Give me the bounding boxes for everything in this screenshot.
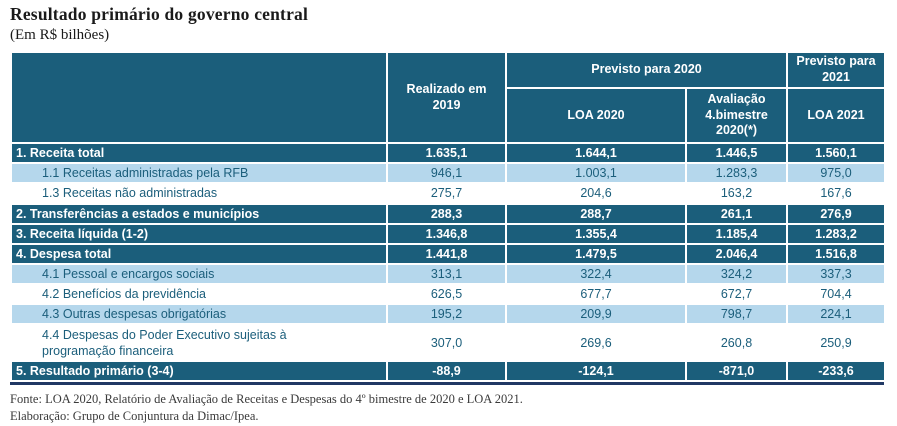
value-cell: 288,3 bbox=[386, 202, 507, 225]
value-cell: 204,6 bbox=[505, 182, 687, 205]
value-cell: 276,9 bbox=[786, 202, 886, 225]
page-subtitle: (Em R$ bilhões) bbox=[10, 27, 110, 43]
table-row-receitas-rfb: 1.1 Receitas administradas pela RFB 946,… bbox=[10, 161, 886, 185]
value-cell: 288,7 bbox=[505, 202, 687, 225]
table-row-despesas-executivo: 4.4 Despesas do Poder Executivo sujeitas… bbox=[10, 323, 886, 363]
table-bottom-rule bbox=[10, 382, 884, 386]
row-label-cell: 5. Resultado primário (3-4) bbox=[10, 360, 388, 383]
corner-cell bbox=[10, 51, 388, 144]
table-body: 1. Receita total 1.635,1 1.644,1 1.446,5… bbox=[10, 142, 886, 383]
table-row-receitas-nao-adm: 1.3 Receitas não administradas 275,7 204… bbox=[10, 182, 886, 205]
row-label-cell: 4.4 Despesas do Poder Executivo sujeitas… bbox=[10, 323, 388, 363]
value-cell: -88,9 bbox=[386, 360, 507, 383]
row-label-cell: 3. Receita líquida (1-2) bbox=[10, 222, 388, 245]
row-label-cell: 1.3 Receitas não administradas bbox=[10, 182, 388, 205]
row-label-cell: 4. Despesa total bbox=[10, 242, 388, 265]
value-cell: 260,8 bbox=[685, 323, 788, 363]
value-cell: 1.516,8 bbox=[786, 242, 886, 265]
row-label-text: 1.1 Receitas administradas pela RFB bbox=[42, 166, 249, 180]
row-label-text: 4.1 Pessoal e encargos sociais bbox=[42, 266, 215, 281]
row-label-cell: 4.1 Pessoal e encargos sociais bbox=[10, 262, 388, 285]
source-note: Fonte: LOA 2020, Relatório de Avaliação … bbox=[10, 392, 523, 407]
value-cell: 224,1 bbox=[786, 302, 886, 326]
table-row-beneficios-previdencia: 4.2 Benefícios da previdência 626,5 677,… bbox=[10, 282, 886, 306]
table-row-resultado-primario: 5. Resultado primário (3-4) -88,9 -124,1… bbox=[10, 360, 886, 383]
row-label-text: 4.4 Despesas do Poder Executivo sujeitas… bbox=[42, 327, 287, 358]
value-cell: 275,7 bbox=[386, 182, 507, 205]
table-header: Realizado em 2019 Previsto para 2020 Pre… bbox=[10, 51, 886, 144]
col-group-previsto-2021: Previsto para 2021 bbox=[786, 51, 886, 89]
fiscal-results-table: Realizado em 2019 Previsto para 2020 Pre… bbox=[10, 51, 886, 383]
row-label-text: 4.3 Outras despesas obrigatórias bbox=[42, 307, 227, 321]
col-header-loa-2021: LOA 2021 bbox=[786, 87, 886, 144]
value-cell: -124,1 bbox=[505, 360, 687, 383]
value-cell: 1.283,2 bbox=[786, 222, 886, 245]
value-cell: 209,9 bbox=[505, 302, 687, 326]
table-footer-notes: Fonte: LOA 2020, Relatório de Avaliação … bbox=[10, 391, 885, 424]
value-cell: 324,2 bbox=[685, 262, 788, 285]
table-row-despesa-total: 4. Despesa total 1.441,8 1.479,5 2.046,4… bbox=[10, 242, 886, 265]
value-cell: 1.560,1 bbox=[786, 142, 886, 164]
value-cell: 2.046,4 bbox=[685, 242, 788, 265]
value-cell: 163,2 bbox=[685, 182, 788, 205]
value-cell: 1.644,1 bbox=[505, 142, 687, 164]
value-cell: 704,4 bbox=[786, 282, 886, 306]
elaboration-note: Elaboração: Grupo de Conjuntura da Dimac… bbox=[10, 408, 259, 423]
header-row-top: Realizado em 2019 Previsto para 2020 Pre… bbox=[10, 51, 886, 144]
value-cell: 798,7 bbox=[685, 302, 788, 326]
row-label-cell: 1. Receita total bbox=[10, 142, 388, 164]
value-cell: 1.346,8 bbox=[386, 222, 507, 245]
page-title: Resultado primário do governo central bbox=[10, 4, 309, 24]
table-row-receita-total: 1. Receita total 1.635,1 1.644,1 1.446,5… bbox=[10, 142, 886, 164]
value-cell: 1.003,1 bbox=[505, 161, 687, 185]
value-cell: 946,1 bbox=[386, 161, 507, 185]
value-cell: 975,0 bbox=[786, 161, 886, 185]
value-cell: 195,2 bbox=[386, 302, 507, 326]
value-cell: 626,5 bbox=[386, 282, 507, 306]
row-label-cell: 4.3 Outras despesas obrigatórias bbox=[10, 302, 388, 326]
value-cell: 1.446,5 bbox=[685, 142, 788, 164]
value-cell: 250,9 bbox=[786, 323, 886, 363]
value-cell: 672,7 bbox=[685, 282, 788, 306]
row-label-text: 1.3 Receitas não administradas bbox=[42, 186, 218, 201]
value-cell: -233,6 bbox=[786, 360, 886, 383]
value-cell: 677,7 bbox=[505, 282, 687, 306]
col-header-loa-2020: LOA 2020 bbox=[505, 87, 687, 144]
header-row-bottom: LOA 2020 Avaliação 4.bimestre 2020(*) LO… bbox=[11, 87, 886, 144]
value-cell: 307,0 bbox=[386, 323, 507, 363]
value-cell: 1.479,5 bbox=[505, 242, 687, 265]
value-cell: -871,0 bbox=[685, 360, 788, 383]
col-header-avaliacao-4bim: Avaliação 4.bimestre 2020(*) bbox=[685, 87, 788, 144]
value-cell: 261,1 bbox=[685, 202, 788, 225]
value-cell: 1.185,4 bbox=[685, 222, 788, 245]
value-cell: 1.283,3 bbox=[685, 161, 788, 185]
row-label-cell: 1.1 Receitas administradas pela RFB bbox=[10, 161, 388, 185]
value-cell: 1.441,8 bbox=[386, 242, 507, 265]
row-label-text: 4.2 Benefícios da previdência bbox=[42, 286, 206, 301]
table-row-outras-despesas: 4.3 Outras despesas obrigatórias 195,2 2… bbox=[10, 302, 886, 326]
value-cell: 322,4 bbox=[505, 262, 687, 285]
value-cell: 1.635,1 bbox=[386, 142, 507, 164]
col-header-realizado-2019: Realizado em 2019 bbox=[386, 51, 507, 144]
value-cell: 167,6 bbox=[786, 182, 886, 205]
table-row-receita-liquida: 3. Receita líquida (1-2) 1.346,8 1.355,4… bbox=[10, 222, 886, 245]
table-row-transferencias: 2. Transferências a estados e municípios… bbox=[10, 202, 886, 225]
value-cell: 269,6 bbox=[505, 323, 687, 363]
value-cell: 337,3 bbox=[786, 262, 886, 285]
row-label-cell: 2. Transferências a estados e municípios bbox=[10, 202, 388, 225]
value-cell: 1.355,4 bbox=[505, 222, 687, 245]
row-label-cell: 4.2 Benefícios da previdência bbox=[10, 282, 388, 306]
table-row-pessoal-encargos: 4.1 Pessoal e encargos sociais 313,1 322… bbox=[10, 262, 886, 285]
value-cell: 313,1 bbox=[386, 262, 507, 285]
col-group-previsto-2020: Previsto para 2020 bbox=[505, 51, 788, 89]
